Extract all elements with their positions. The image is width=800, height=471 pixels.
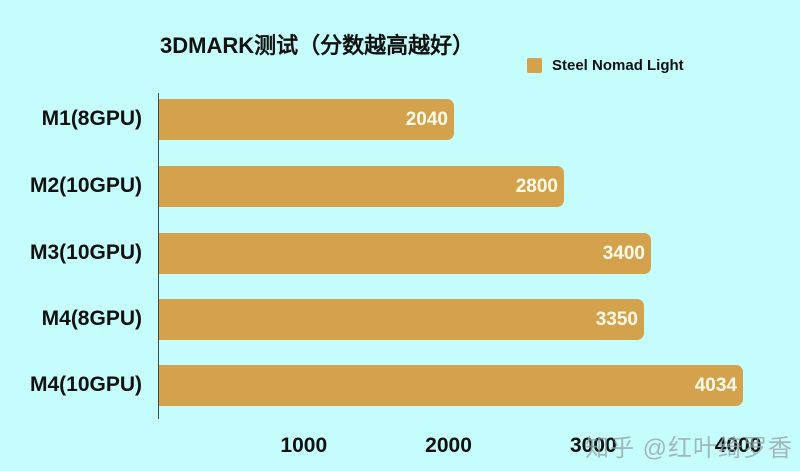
chart-title: 3DMARK测试（分数越高越好） [160,33,475,58]
bar: 4034 [159,365,743,406]
bar-value-label: 3400 [602,242,645,264]
x-tick-label: 1000 [280,434,328,457]
bar: 2040 [159,99,454,140]
bar: 2800 [159,166,564,207]
bar-value-label: 2800 [515,175,558,197]
legend-label: Steel Nomad Light [552,57,684,74]
bar-value-label: 4034 [694,374,737,396]
watermark: 知乎 @红叶绮罗香 [585,435,794,462]
category-label: M1(8GPU) [41,107,142,130]
x-tick-label: 3000 [569,434,617,457]
category-label: M4(8GPU) [41,307,142,330]
category-label: M3(10GPU) [29,241,142,264]
category-label: M2(10GPU) [29,174,142,197]
bar-value-label: 2040 [405,108,448,130]
bar-value-label: 3350 [595,308,638,330]
bar: 3350 [159,299,644,340]
x-tick-label: 2000 [425,434,472,457]
y-axis-line [158,93,159,419]
bar: 3400 [159,233,651,274]
x-tick-label: 4000 [714,434,762,457]
legend-swatch-icon [527,58,542,73]
legend: Steel Nomad Light [527,57,684,74]
category-label: M4(10GPU) [29,373,142,396]
